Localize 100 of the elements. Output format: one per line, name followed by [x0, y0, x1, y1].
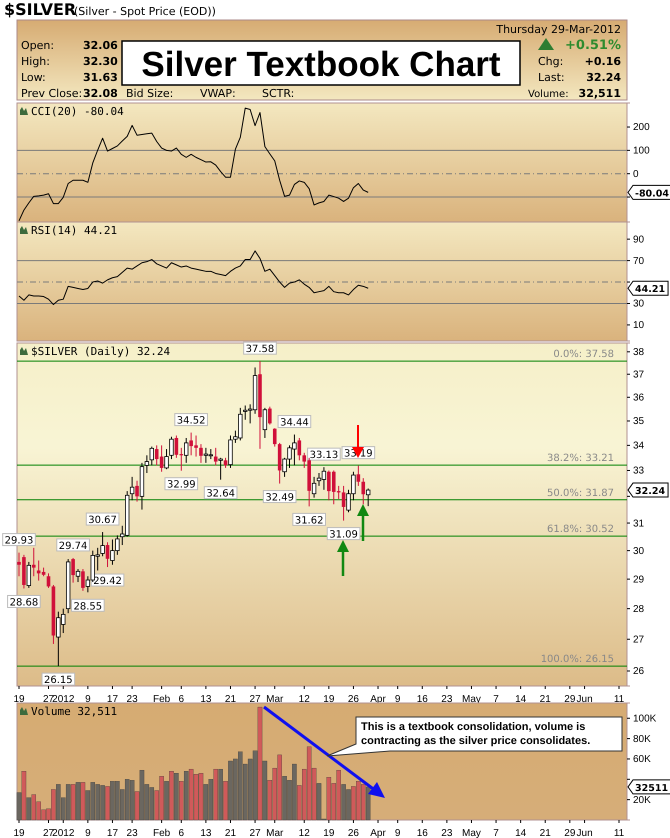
- line-series: [18, 250, 369, 306]
- text: 32.08: [83, 87, 118, 100]
- text: 32.24: [635, 486, 666, 498]
- text: Low:: [21, 71, 46, 84]
- text: VWAP:: [200, 87, 236, 100]
- x-tick-label: 23: [126, 694, 138, 705]
- x-tick-label: Mar: [266, 828, 284, 838]
- y-tick-label: 0: [633, 168, 639, 180]
- ref-line-label: 100.0%: 26.15: [540, 654, 614, 666]
- text: Bid Size:: [126, 87, 174, 100]
- x-tick-label: 14: [515, 694, 527, 705]
- text: 26.15: [44, 675, 73, 686]
- x-tick-label: 27: [250, 694, 262, 705]
- y-tick-label: 35: [633, 416, 645, 428]
- x-tick-label: May: [462, 694, 481, 705]
- x-tick-label: 2012: [52, 828, 75, 838]
- y-tick-label: 80K: [633, 734, 652, 745]
- x-tick-label: 19: [323, 694, 335, 705]
- x-tick-label: Feb: [153, 694, 171, 705]
- ref-line-label: 38.2%: 33.21: [547, 453, 614, 464]
- y-tick-label: 100K: [633, 713, 657, 724]
- candlestick: [224, 457, 228, 468]
- text: 29.93: [4, 536, 34, 547]
- text: Open:: [21, 39, 54, 52]
- x-tick-label: Mar: [266, 694, 284, 705]
- text: 29.42: [93, 576, 122, 588]
- candlestick: [298, 437, 302, 461]
- text: 31.62: [294, 515, 324, 526]
- x-tick-label: 19: [13, 694, 25, 705]
- x-tick-label: 7: [493, 828, 500, 838]
- x-tick-label: 16: [416, 694, 428, 705]
- x-tick-label: Apr: [370, 694, 386, 705]
- text: Chg:: [538, 55, 564, 68]
- candlestick: [26, 561, 32, 588]
- candlestick: [272, 428, 277, 448]
- text: Last:: [538, 71, 565, 84]
- candlestick: [184, 437, 188, 464]
- annotation: This is a textbook consolidation, volume is contracting as the silver price consolidates.: [361, 721, 590, 747]
- x-tick-label: 13: [200, 828, 212, 838]
- text: 28.55: [74, 601, 102, 612]
- x-tick-label: 19: [323, 828, 335, 838]
- text: 32.24: [586, 71, 622, 84]
- y-tick-label: 28: [633, 604, 645, 615]
- candlestick: [214, 447, 218, 466]
- x-tick-label: 11: [614, 694, 625, 705]
- x-tick-label: 29: [564, 694, 576, 705]
- text: 32.30: [83, 55, 118, 68]
- x-tick-label: 27: [42, 828, 55, 838]
- text: Volume:: [528, 89, 569, 100]
- y-tick-label: 30: [633, 546, 645, 557]
- x-tick-label: 9: [85, 694, 92, 705]
- ref-line-label: 0.0%: 37.58: [553, 349, 614, 360]
- x-tick-label: 27: [250, 828, 262, 838]
- candlestick: [130, 476, 134, 501]
- candlestick: [135, 480, 139, 502]
- candlestick: [71, 557, 75, 584]
- x-tick-label: 21: [224, 694, 236, 705]
- x-tick-label: 13: [200, 694, 212, 705]
- candlestick: [342, 485, 346, 522]
- x-tick-label: 11: [614, 828, 625, 838]
- text: 28.68: [10, 597, 38, 608]
- x-tick-label: May: [462, 828, 481, 838]
- x-tick-label: 2012: [52, 694, 75, 705]
- y-tick-label: 10: [633, 320, 645, 332]
- y-tick-label: 70: [633, 256, 645, 267]
- x-tick-label: 9: [394, 828, 401, 838]
- text: 44.21: [635, 284, 666, 296]
- candlestick: [144, 454, 150, 474]
- chart-title: Volume 32,511: [31, 705, 118, 718]
- text: -80.04: [635, 188, 670, 200]
- x-tick-label: 9: [85, 828, 92, 838]
- ref-line-label: 61.8%: 30.52: [547, 524, 614, 536]
- text: $SILVER: [4, 0, 76, 19]
- candlestick: [106, 542, 110, 568]
- candlestick: [199, 444, 203, 464]
- text: 32.64: [206, 488, 235, 500]
- y-tick-label: 37: [633, 369, 645, 380]
- candlestick: [218, 457, 223, 480]
- y-tick-label: 34: [633, 440, 645, 452]
- x-tick-label: Feb: [153, 828, 171, 838]
- x-tick-label: 26: [348, 694, 360, 705]
- y-tick-label: 30: [633, 298, 645, 310]
- x-tick-label: 17: [106, 694, 118, 705]
- y-tick-label: 60K: [633, 754, 652, 766]
- x-tick-label: 26: [348, 828, 360, 838]
- x-tick-label: Apr: [370, 828, 386, 838]
- candlestick: [46, 572, 50, 588]
- text: (Silver - Spot Price (EOD)): [74, 5, 216, 18]
- text: 29.74: [58, 540, 88, 552]
- text: 32,511: [578, 87, 621, 100]
- x-tick-label: 6: [178, 694, 185, 705]
- candlestick: [268, 406, 272, 426]
- x-tick-label: 23: [441, 694, 453, 705]
- ref-line-label: 50.0%: 31.87: [547, 488, 614, 499]
- x-tick-label: 6: [178, 828, 185, 838]
- candlestick: [100, 532, 105, 557]
- x-tick-label: 23: [441, 828, 453, 838]
- candlestick: [81, 568, 85, 592]
- y-tick-label: 27: [633, 634, 645, 646]
- x-tick-label: 29: [564, 828, 576, 838]
